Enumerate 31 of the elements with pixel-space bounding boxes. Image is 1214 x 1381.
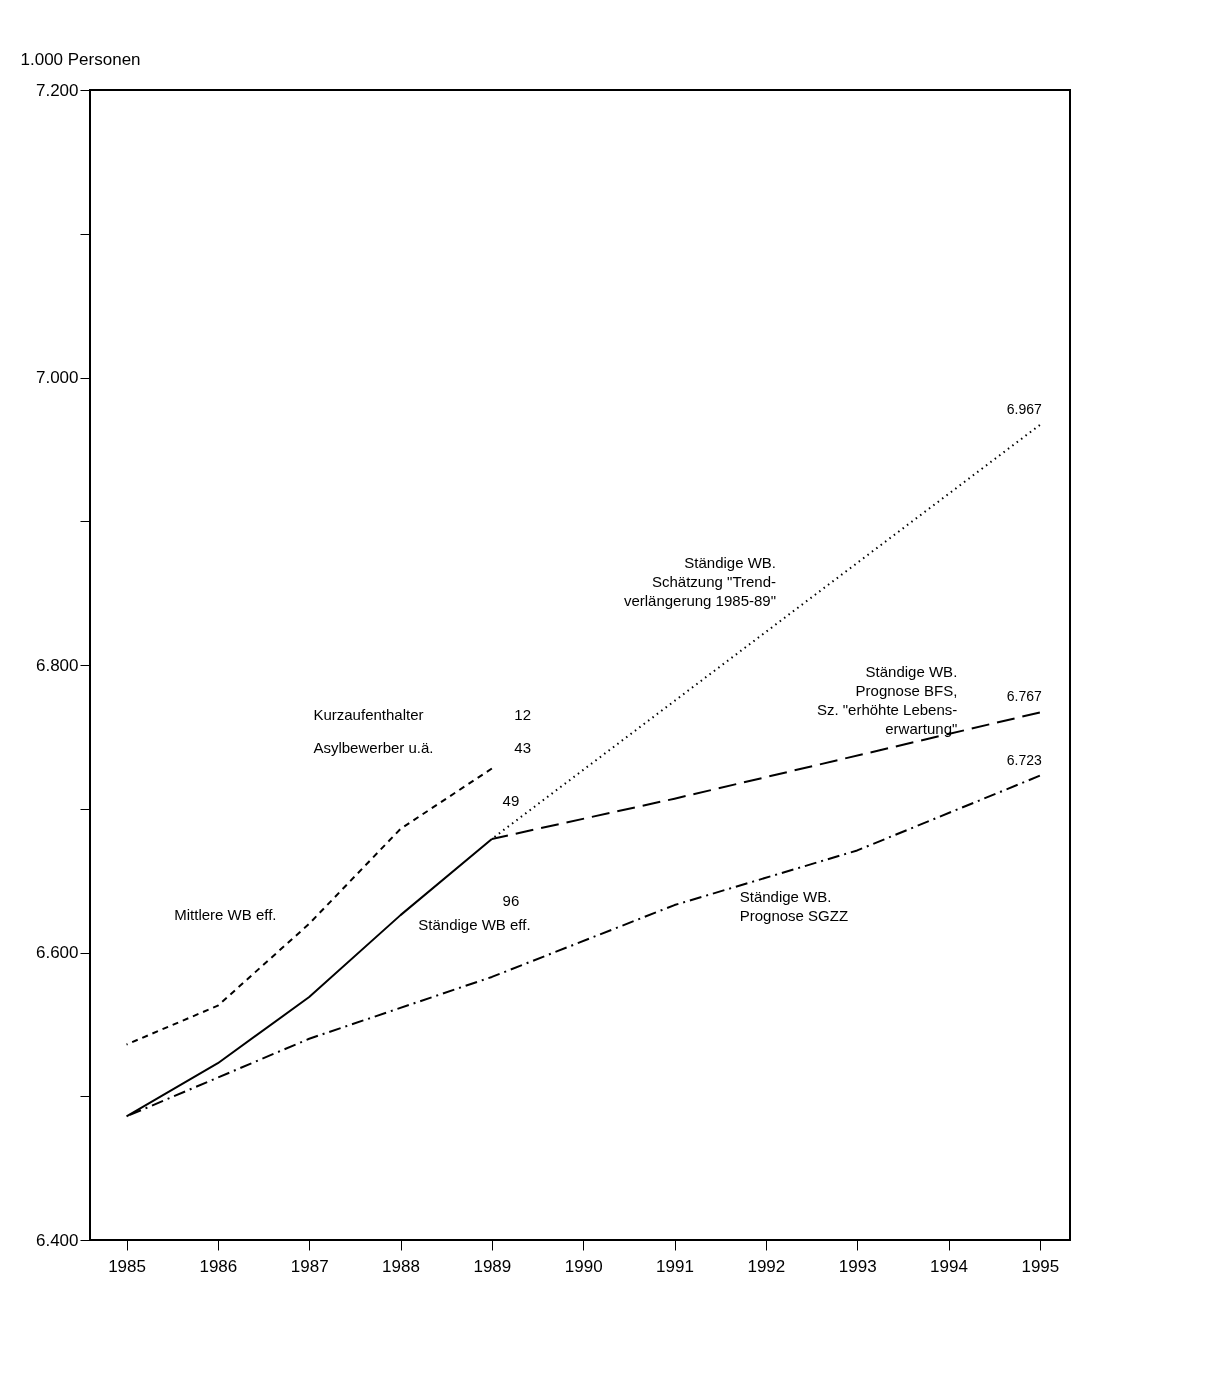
data-label: 6.767 [1006, 688, 1043, 705]
annotation: 96 [502, 891, 520, 909]
x-tick-label: 1992 [747, 1256, 786, 1276]
x-tick-label: 1993 [838, 1256, 877, 1276]
y-tick-label: 7.000 [35, 368, 79, 387]
x-tick-label: 1986 [199, 1256, 238, 1276]
x-tick-label: 1990 [564, 1256, 603, 1276]
x-tick-label: 1987 [290, 1256, 329, 1276]
series-label: Ständige WB. Schätzung "Trend- verlängerung 1985-89" [623, 553, 776, 609]
x-tick-label: 1994 [930, 1256, 968, 1276]
x-tick-label: 1988 [382, 1256, 420, 1276]
annotation: Asylbewerber u.ä. [313, 738, 434, 756]
annotation: 49 [502, 791, 520, 809]
annotation: Kurzaufenthalter [313, 705, 424, 723]
y-tick-label: 7.200 [35, 80, 79, 100]
x-tick-label: 1995 [1021, 1256, 1060, 1276]
data-label: 6.967 [1006, 400, 1043, 417]
series-label: Ständige WB eff. [418, 916, 531, 933]
series-label: Ständige WB. Prognose SGZZ [739, 888, 849, 925]
y-tick-label: 6.800 [35, 655, 79, 675]
x-tick-label: 1985 [108, 1256, 146, 1276]
x-tick-label: 1989 [473, 1256, 512, 1276]
series-label: Ständige WB. Prognose BFS, Sz. "erhöhte Lebens- erwartung" [816, 663, 958, 737]
data-label: 6.723 [1006, 751, 1043, 768]
y-tick-label: 6.400 [35, 1230, 79, 1250]
y-tick-label: 6.600 [35, 943, 79, 962]
series-label: Mittlere WB eff. [174, 905, 277, 923]
y-axis-title: 1.000 Personen [20, 49, 141, 69]
annotation: 43 [514, 738, 532, 756]
annotation: 12 [514, 705, 532, 723]
x-tick-label: 1991 [656, 1256, 694, 1276]
